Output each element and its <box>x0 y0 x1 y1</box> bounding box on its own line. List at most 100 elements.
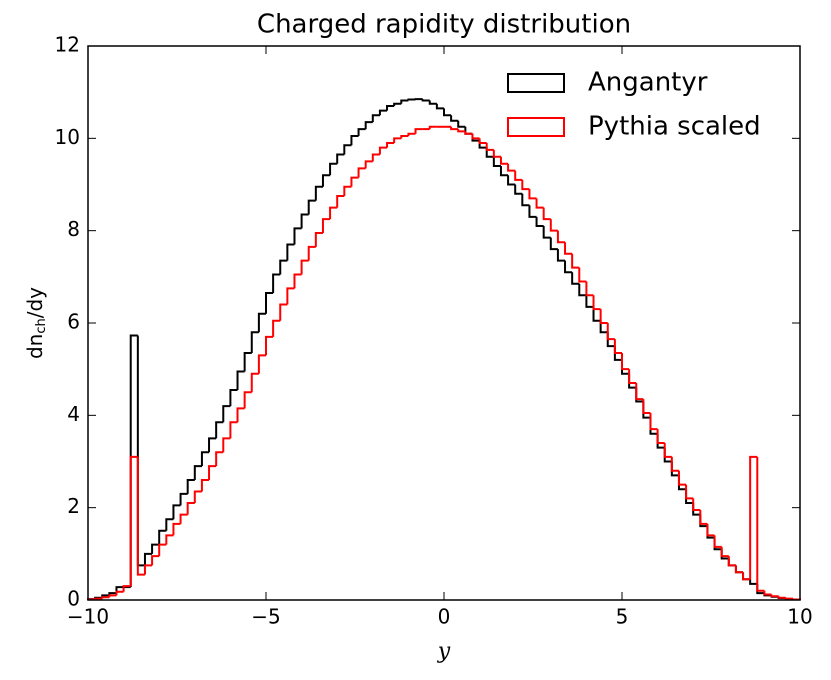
histogram-step <box>457 129 466 133</box>
histogram-step <box>265 335 274 356</box>
histogram-step <box>293 227 302 245</box>
histogram-step <box>336 195 345 208</box>
histogram-step <box>564 260 573 274</box>
histogram-step <box>179 513 188 524</box>
histogram-step <box>777 596 786 599</box>
histogram-step <box>222 405 231 423</box>
histogram-step <box>478 138 487 144</box>
y-tick-label: 2 <box>67 494 80 518</box>
histogram-step <box>677 470 687 486</box>
histogram-step <box>770 594 779 598</box>
y-tick-label: 4 <box>67 402 80 426</box>
histogram-step <box>749 455 758 580</box>
histogram-step <box>528 205 537 218</box>
histogram-step <box>784 597 793 600</box>
histogram-step <box>364 160 373 169</box>
x-tick-label: 10 <box>787 605 812 629</box>
histogram-step <box>350 135 359 146</box>
histogram-step <box>727 558 736 567</box>
histogram-step <box>386 141 395 148</box>
histogram-step <box>307 245 316 261</box>
histogram-step <box>556 249 566 262</box>
histogram-step <box>350 176 359 187</box>
histogram-step <box>578 267 587 283</box>
histogram-step <box>329 162 338 176</box>
histogram-step <box>129 334 138 588</box>
histogram-step <box>286 287 295 305</box>
histogram-step <box>656 433 665 449</box>
histogram-step <box>143 564 153 575</box>
x-axis-label: y <box>437 639 451 664</box>
histogram-step <box>243 391 252 409</box>
histogram-step <box>307 199 316 215</box>
histogram-step <box>670 461 679 477</box>
histogram-step <box>179 492 188 506</box>
histogram-step <box>706 523 715 537</box>
histogram-step <box>172 522 181 536</box>
histogram-step <box>592 306 601 322</box>
histogram-step <box>677 475 687 491</box>
x-tick-label: 5 <box>616 605 629 629</box>
histogram-step <box>407 132 416 137</box>
histogram-step <box>663 447 672 463</box>
histogram-step <box>407 98 416 101</box>
histogram-step <box>321 174 331 187</box>
histogram-step <box>478 140 487 149</box>
histogram-step <box>314 185 323 201</box>
histogram-step <box>257 312 266 333</box>
histogram-step <box>613 339 622 355</box>
histogram-step <box>400 99 409 104</box>
histogram-step <box>108 594 117 598</box>
histogram-step <box>485 142 494 151</box>
histogram-step <box>521 193 530 207</box>
histogram-step <box>549 219 558 232</box>
histogram-step <box>250 331 259 354</box>
histogram-step <box>642 399 651 415</box>
histogram-step <box>200 451 210 467</box>
histogram-step <box>542 226 551 239</box>
histogram-step <box>492 156 501 168</box>
histogram-step <box>578 283 587 297</box>
y-label-part: ch <box>34 318 49 333</box>
histogram-step <box>606 323 615 341</box>
histogram-step <box>428 100 437 105</box>
histogram-step <box>293 273 302 289</box>
histogram-step <box>329 206 338 220</box>
y-tick-label: 0 <box>67 587 80 611</box>
histogram-step <box>400 135 409 139</box>
legend-label: Angantyr <box>588 68 708 98</box>
histogram-step <box>229 421 238 439</box>
histogram-step <box>585 281 594 297</box>
histogram-step <box>471 133 480 140</box>
histogram-step <box>492 149 501 158</box>
histogram-step <box>314 231 323 247</box>
histogram-step <box>599 309 608 324</box>
histogram-step <box>742 572 751 581</box>
histogram-step <box>193 465 202 480</box>
histogram-step <box>250 372 259 393</box>
histogram-step <box>158 543 167 557</box>
histogram-step <box>542 207 551 221</box>
histogram-step <box>621 353 630 371</box>
histogram-step <box>720 546 729 558</box>
histogram-step <box>734 565 744 574</box>
histogram-step <box>143 552 153 566</box>
histogram-step <box>571 272 580 285</box>
histogram-step <box>628 369 637 385</box>
histogram-step <box>734 565 744 574</box>
histogram-step <box>336 153 345 164</box>
histogram-step <box>243 352 252 372</box>
histogram-step <box>535 198 544 209</box>
histogram-step <box>172 504 181 520</box>
histogram-step <box>692 503 701 516</box>
histogram-step <box>257 354 266 374</box>
legend-label: Pythia scaled <box>588 112 761 142</box>
histogram-step <box>94 597 103 600</box>
histogram-step <box>371 153 380 162</box>
histogram-step <box>200 478 210 492</box>
y-tick-label: 10 <box>55 125 80 149</box>
histogram-step <box>343 185 352 197</box>
x-tick-label: −10 <box>67 605 109 629</box>
histogram-step <box>364 121 373 130</box>
histogram-step <box>571 253 580 269</box>
